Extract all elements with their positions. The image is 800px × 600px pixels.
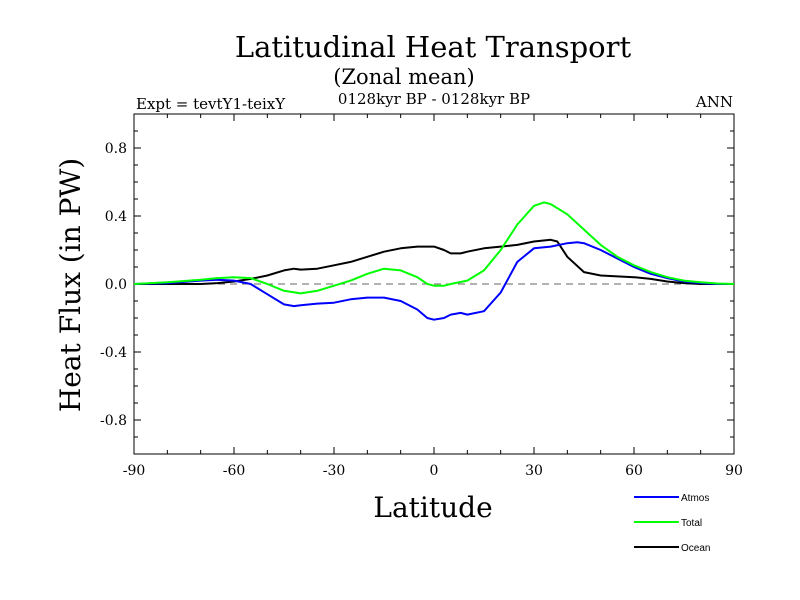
- x-tick-label: 90: [725, 463, 743, 479]
- x-tick-label: 60: [625, 463, 643, 479]
- legend-label-total: Total: [681, 518, 702, 529]
- series-line-atmos: [133, 241, 734, 321]
- plot-area: -90 -60 -30 0 30 60 90 -0.8 -0.4 0.0 0.4 0.8: [100, 113, 743, 479]
- experiment-label: Expt = tevtY1-teixY: [136, 95, 286, 113]
- series-line-ocean: [134, 238, 734, 285]
- y-tick-label: 0.8: [105, 141, 127, 157]
- x-axis-label: Latitude: [373, 491, 492, 524]
- x-tick-label: -30: [323, 463, 346, 479]
- x-tick-label: 30: [525, 463, 543, 479]
- chart-title: Latitudinal Heat Transport: [235, 30, 632, 64]
- chart-subtitle: (Zonal mean): [333, 65, 474, 89]
- legend: Atmos Total Ocean: [634, 493, 710, 554]
- y-axis-label: Heat Flux (in PW): [54, 158, 87, 412]
- period-label: 0128kyr BP - 0128kyr BP: [338, 90, 530, 108]
- y-tick-label: 0.4: [105, 209, 127, 225]
- legend-label-ocean: Ocean: [681, 543, 710, 554]
- y-tick-label: -0.4: [100, 345, 127, 361]
- x-tick-label: -60: [223, 463, 246, 479]
- x-tick-label: 0: [430, 463, 439, 479]
- series-line-total: [133, 201, 735, 295]
- legend-label-atmos: Atmos: [681, 493, 709, 504]
- y-tick-label: 0.0: [105, 277, 127, 293]
- y-tick-label: -0.8: [100, 413, 127, 429]
- x-tick-label: -90: [123, 463, 146, 479]
- season-label: ANN: [695, 93, 733, 111]
